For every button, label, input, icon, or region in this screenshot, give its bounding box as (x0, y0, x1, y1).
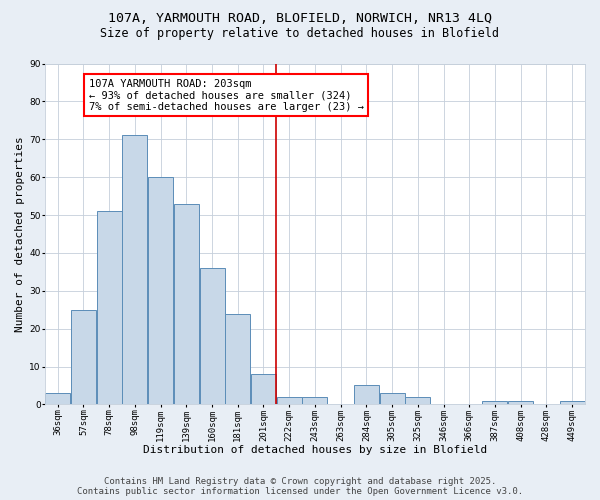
Bar (45, 393, 70, 404)
Bar (97, 211, 122, 404)
Text: Contains HM Land Registry data © Crown copyright and database right 2025.
Contai: Contains HM Land Registry data © Crown c… (77, 476, 523, 496)
Bar (200, 268, 224, 404)
Bar (380, 393, 404, 404)
Bar (302, 397, 328, 404)
Bar (560, 400, 584, 404)
Text: 107A, YARMOUTH ROAD, BLOFIELD, NORWICH, NR13 4LQ: 107A, YARMOUTH ROAD, BLOFIELD, NORWICH, … (108, 12, 492, 26)
Bar (122, 136, 148, 404)
Bar (277, 397, 302, 404)
Text: 107A YARMOUTH ROAD: 203sqm
← 93% of detached houses are smaller (324)
7% of semi: 107A YARMOUTH ROAD: 203sqm ← 93% of deta… (89, 78, 364, 112)
Text: Size of property relative to detached houses in Blofield: Size of property relative to detached ho… (101, 28, 499, 40)
Bar (406, 397, 430, 404)
Bar (71, 310, 96, 404)
Bar (225, 314, 250, 404)
Bar (251, 374, 276, 404)
Bar (174, 204, 199, 404)
Bar (354, 386, 379, 404)
Bar (508, 400, 533, 404)
X-axis label: Distribution of detached houses by size in Blofield: Distribution of detached houses by size … (143, 445, 487, 455)
Bar (148, 177, 173, 404)
Bar (482, 400, 508, 404)
Y-axis label: Number of detached properties: Number of detached properties (15, 136, 25, 332)
